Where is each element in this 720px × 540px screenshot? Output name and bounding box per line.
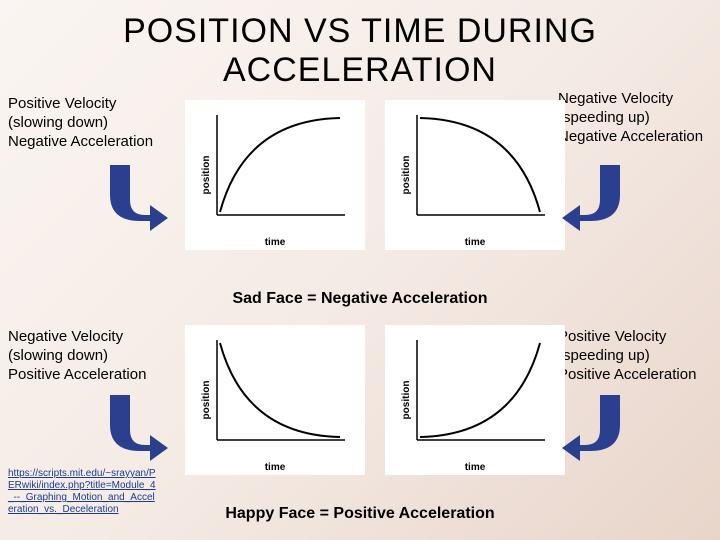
label-line: Positive Velocity <box>8 95 168 114</box>
chart-top-left: position time <box>185 100 365 250</box>
chart-top-right: position time <box>385 100 565 250</box>
label-line: (speeding up) <box>558 347 718 366</box>
label-line: Negative Velocity <box>8 328 168 347</box>
label-line: (slowing down) <box>8 114 168 133</box>
label-bottom-left: Negative Velocity (slowing down) Positiv… <box>8 328 168 384</box>
label-line: (speeding up) <box>558 109 718 128</box>
xlabel: time <box>265 237 286 248</box>
xlabel: time <box>465 237 486 248</box>
curve <box>220 343 340 437</box>
label-bottom-right: Positive Velocity (speeding up) Positive… <box>558 328 718 384</box>
ylabel: position <box>401 156 412 195</box>
xlabel: time <box>265 462 286 473</box>
label-top-right: Negative Velocity (speeding up) Negative… <box>558 90 718 146</box>
curve <box>220 118 340 212</box>
arrow-icon <box>560 390 630 470</box>
label-line: Negative Velocity <box>558 90 718 109</box>
label-line: Negative Acceleration <box>8 133 168 152</box>
arrow-icon <box>100 390 170 470</box>
label-line: Positive Acceleration <box>558 366 718 385</box>
curve <box>420 343 540 437</box>
ylabel: position <box>201 156 212 195</box>
chart-bottom-right: position time <box>385 325 565 475</box>
xlabel: time <box>465 462 486 473</box>
page-title: POSITION VS TIME DURING ACCELERATION <box>0 0 720 90</box>
arrow-icon <box>560 160 630 240</box>
ylabel: position <box>201 381 212 420</box>
label-line: Positive Acceleration <box>8 366 168 385</box>
chart-bottom-left: position time <box>185 325 365 475</box>
arrow-icon <box>100 160 170 240</box>
source-link[interactable]: https://scripts.mit.edu/~srayyan/PERwiki… <box>8 468 158 516</box>
label-line: (slowing down) <box>8 347 168 366</box>
label-line: Negative Acceleration <box>558 128 718 147</box>
label-top-left: Positive Velocity (slowing down) Negativ… <box>8 95 168 151</box>
caption-sad-face: Sad Face = Negative Acceleration <box>0 290 720 308</box>
curve <box>420 118 540 212</box>
label-line: Positive Velocity <box>558 328 718 347</box>
ylabel: position <box>401 381 412 420</box>
